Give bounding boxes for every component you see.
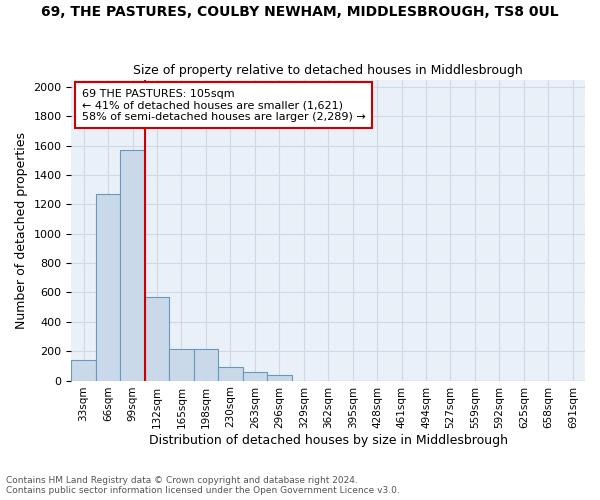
Bar — [267, 376, 292, 380]
Bar — [96, 194, 121, 380]
Bar — [145, 297, 169, 380]
Text: Contains HM Land Registry data © Crown copyright and database right 2024.
Contai: Contains HM Land Registry data © Crown c… — [6, 476, 400, 495]
Y-axis label: Number of detached properties: Number of detached properties — [15, 132, 28, 328]
Bar — [121, 150, 145, 380]
Bar — [194, 349, 218, 380]
Text: 69, THE PASTURES, COULBY NEWHAM, MIDDLESBROUGH, TS8 0UL: 69, THE PASTURES, COULBY NEWHAM, MIDDLES… — [41, 5, 559, 19]
Bar — [71, 360, 96, 380]
Bar — [169, 349, 194, 380]
Bar — [218, 366, 242, 380]
Bar — [242, 372, 267, 380]
Text: 69 THE PASTURES: 105sqm
← 41% of detached houses are smaller (1,621)
58% of semi: 69 THE PASTURES: 105sqm ← 41% of detache… — [82, 88, 365, 122]
Title: Size of property relative to detached houses in Middlesbrough: Size of property relative to detached ho… — [133, 64, 523, 77]
X-axis label: Distribution of detached houses by size in Middlesbrough: Distribution of detached houses by size … — [149, 434, 508, 448]
